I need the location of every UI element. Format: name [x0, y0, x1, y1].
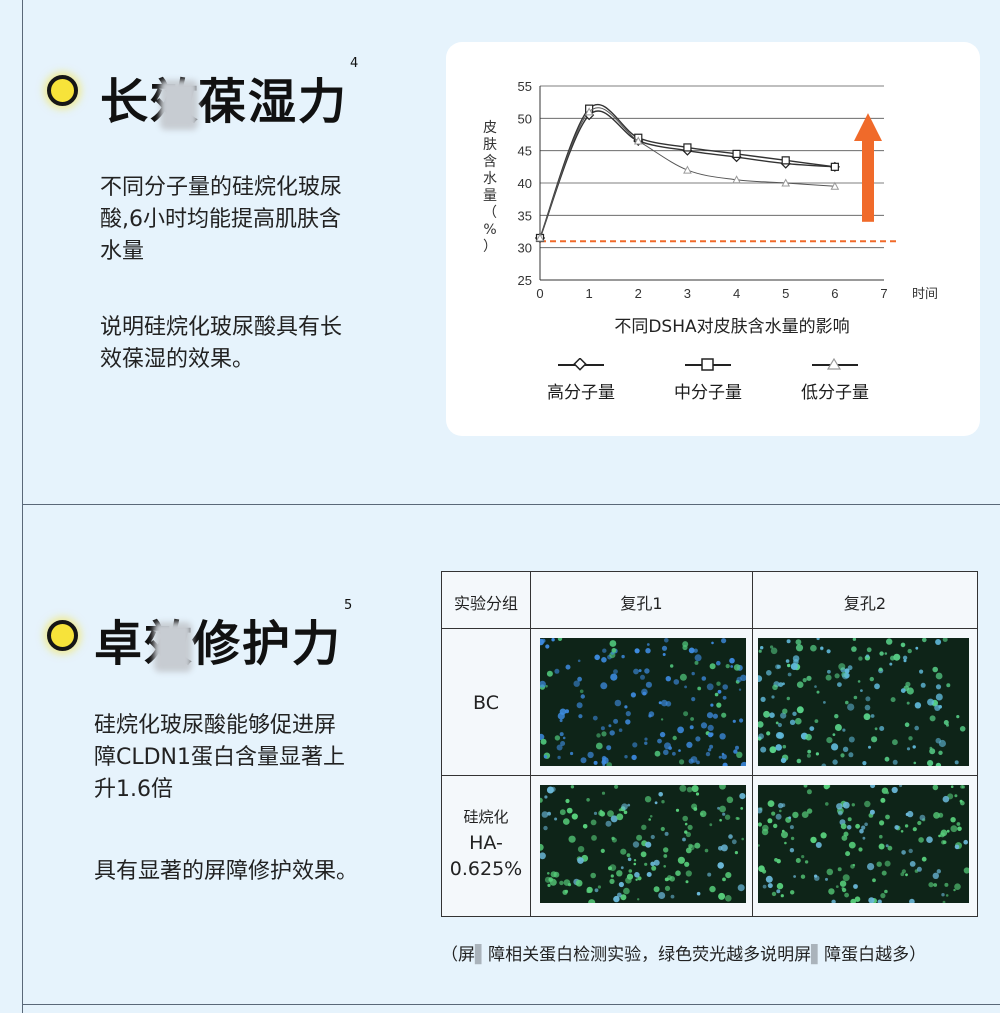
legend-item-high: 高分子量 [536, 358, 626, 403]
y-tick-label: 25 [518, 273, 532, 288]
y-axis-label-char: 水 [483, 171, 497, 187]
table-row-label-ha: 硅烷化 HA- 0.625% [449, 808, 523, 880]
data-point-square [732, 149, 741, 159]
y-tick-label: 55 [518, 79, 532, 94]
y-tick-label: 45 [518, 144, 532, 159]
data-point-triangle [584, 107, 594, 116]
x-axis-label: 时间 [912, 287, 938, 302]
table-header-group: 实验分组 [453, 594, 518, 613]
data-point-square [830, 162, 839, 171]
micrograph-bc-well1 [540, 638, 746, 766]
x-tick-label: 0 [536, 286, 543, 301]
x-tick-label: 4 [733, 286, 740, 301]
data-point-triangle [732, 175, 741, 184]
y-axis-label-char: （ [483, 205, 497, 221]
yellow-circle-bullet-icon [47, 75, 78, 106]
x-tick-label: 1 [586, 286, 593, 301]
footnote-ref: 5 [344, 598, 355, 613]
section-divider [22, 504, 1000, 505]
y-axis-label-char: 量 [483, 188, 497, 204]
up-arrow-icon [854, 113, 882, 141]
x-tick-label: 5 [782, 286, 789, 301]
section-divider-bottom [22, 1004, 1000, 1005]
chart-title: 不同DSHA对皮肤含水量的影响 [614, 317, 849, 337]
series-line-diamond [539, 110, 835, 239]
micrograph-bc-well2 [758, 638, 969, 766]
triangle-marker-icon [812, 358, 858, 370]
section1-paragraph-2: 说明硅烷化玻尿酸具有长 效葆湿的效果。 [100, 315, 343, 372]
y-axis-label-char: 肤 [483, 137, 497, 153]
y-axis-label-char: 皮 [483, 120, 497, 136]
y-axis-label-char: % [483, 222, 496, 238]
y-tick-label: 35 [518, 208, 532, 223]
y-tick-label: 30 [518, 241, 532, 256]
y-tick-label: 40 [518, 176, 532, 191]
data-point-square [683, 143, 692, 152]
y-axis-label-char: ） [483, 239, 497, 255]
x-tick-label: 6 [831, 286, 838, 301]
chart-card: 25 30 35 40 45 50 55 0 1 2 3 4 5 6 7 时间皮肤含水量（%）不同DSHA对皮… [446, 42, 980, 436]
data-point-triangle [633, 136, 643, 145]
y-axis-label-char: 含 [483, 154, 497, 170]
data-point-square [781, 156, 790, 165]
left-rule [22, 0, 23, 1013]
up-arrow-shaft [862, 140, 874, 222]
x-tick-label: 7 [880, 286, 887, 301]
square-marker-icon [685, 358, 731, 371]
micrograph-ha-well1 [540, 785, 746, 903]
data-point-triangle [781, 178, 791, 187]
section1-paragraph-1: 不同分子量的硅烷化玻尿 酸,6小时均能提高肌肤含 水量 [100, 175, 343, 264]
diamond-marker-icon [558, 358, 604, 371]
section2-title: 卓效修护力5 [94, 598, 355, 672]
section1-title: 长效葆湿力4 [100, 56, 361, 130]
table-caption: （屏▌障相关蛋白检测实验，绿色荧光越多说明屏▌障蛋白越多） [441, 945, 927, 965]
table-header-well2: 复孔2 [843, 594, 887, 613]
yellow-circle-bullet-icon [47, 620, 78, 651]
footnote-ref: 4 [350, 56, 361, 71]
table-row-label-bc: BC [473, 692, 499, 714]
experiment-table: 实验分组 复孔1 复孔2 BC 硅烷化 HA- 0.625% [441, 571, 978, 917]
x-tick-label: 3 [684, 286, 691, 301]
section2-paragraph-1: 硅烷化玻尿酸能够促进屏 障CLDN1蛋白含量显著上 升1.6倍 [94, 713, 346, 802]
legend-item-mid: 中分子量 [663, 358, 753, 403]
data-point-triangle [830, 181, 840, 190]
data-point-triangle [535, 233, 545, 242]
table-header-well1: 复孔1 [620, 594, 663, 613]
micrograph-ha-well2 [758, 785, 969, 903]
x-tick-label: 2 [635, 286, 642, 301]
section2-paragraph-2: 具有显著的屏障修护效果。 [94, 859, 359, 884]
legend-item-low: 低分子量 [790, 358, 880, 403]
y-tick-label: 50 [518, 111, 532, 126]
data-point-triangle [683, 165, 692, 174]
